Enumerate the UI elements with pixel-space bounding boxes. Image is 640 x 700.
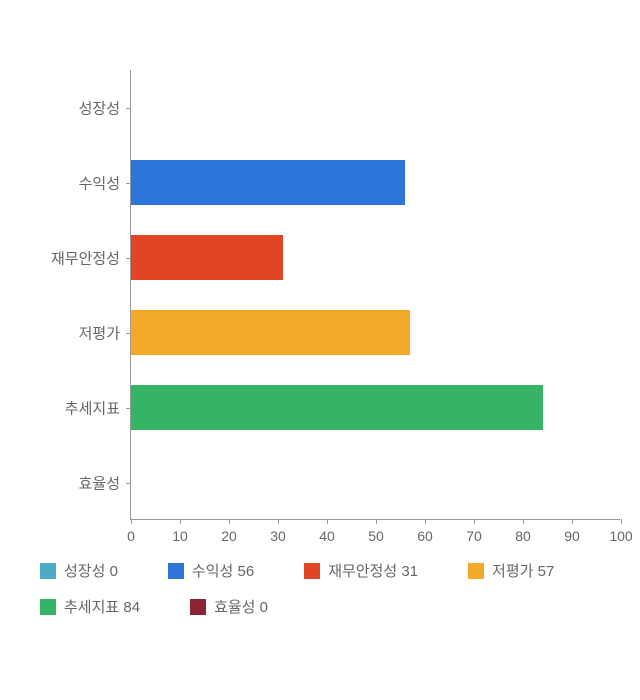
x-tick-mark [474,519,475,524]
y-axis-label: 효율성 [0,472,120,493]
x-tick-mark [131,519,132,524]
legend-label: 효율성 0 [214,596,268,617]
x-axis-tick-label: 70 [466,528,482,544]
y-axis-label: 재무안정성 [0,247,120,268]
x-axis-tick-label: 10 [172,528,188,544]
legend-marker [168,563,184,579]
x-tick-mark [523,519,524,524]
x-tick-mark [572,519,573,524]
y-axis-label: 수익성 [0,172,120,193]
x-axis-tick-label: 0 [127,528,135,544]
bar [131,310,410,355]
x-tick-mark [180,519,181,524]
y-tick-mark [126,108,131,109]
legend-marker [40,563,56,579]
legend-item: 성장성 0 [40,560,118,581]
y-axis-label: 저평가 [0,322,120,343]
chart-container: 0102030405060708090100 성장성 0 수익성 56 재무안정성 … [20,20,620,680]
x-tick-mark [376,519,377,524]
legend-item: 추세지표 84 [40,596,140,617]
plot-area: 0102030405060708090100 [130,70,620,520]
legend-label: 저평가 57 [492,560,554,581]
legend-marker [304,563,320,579]
x-axis-tick-label: 30 [270,528,286,544]
legend-label: 재무안정성 31 [328,560,418,581]
bar [131,385,543,430]
legend-item: 재무안정성 31 [304,560,418,581]
legend-label: 성장성 0 [64,560,118,581]
x-tick-mark [425,519,426,524]
legend-label: 수익성 56 [192,560,254,581]
x-axis-tick-label: 40 [319,528,335,544]
x-tick-mark [229,519,230,524]
legend-marker [468,563,484,579]
legend-marker [190,599,206,615]
x-axis-tick-label: 100 [609,528,632,544]
x-axis-tick-label: 90 [564,528,580,544]
legend-item: 저평가 57 [468,560,554,581]
y-axis-label: 추세지표 [0,397,120,418]
x-tick-mark [327,519,328,524]
legend-item: 효율성 0 [190,596,268,617]
y-axis-label: 성장성 [0,97,120,118]
x-tick-mark [278,519,279,524]
bar [131,235,283,280]
legend-marker [40,599,56,615]
x-axis-tick-label: 60 [417,528,433,544]
legend-label: 추세지표 84 [64,596,140,617]
legend-item: 수익성 56 [168,560,254,581]
legend: 성장성 0 수익성 56 재무안정성 31 저평가 57 추세지표 84 효율성 0 [40,560,640,617]
x-axis-tick-label: 50 [368,528,384,544]
x-tick-mark [621,519,622,524]
bar [131,160,405,205]
x-axis-tick-label: 20 [221,528,237,544]
y-tick-mark [126,483,131,484]
x-axis-tick-label: 80 [515,528,531,544]
